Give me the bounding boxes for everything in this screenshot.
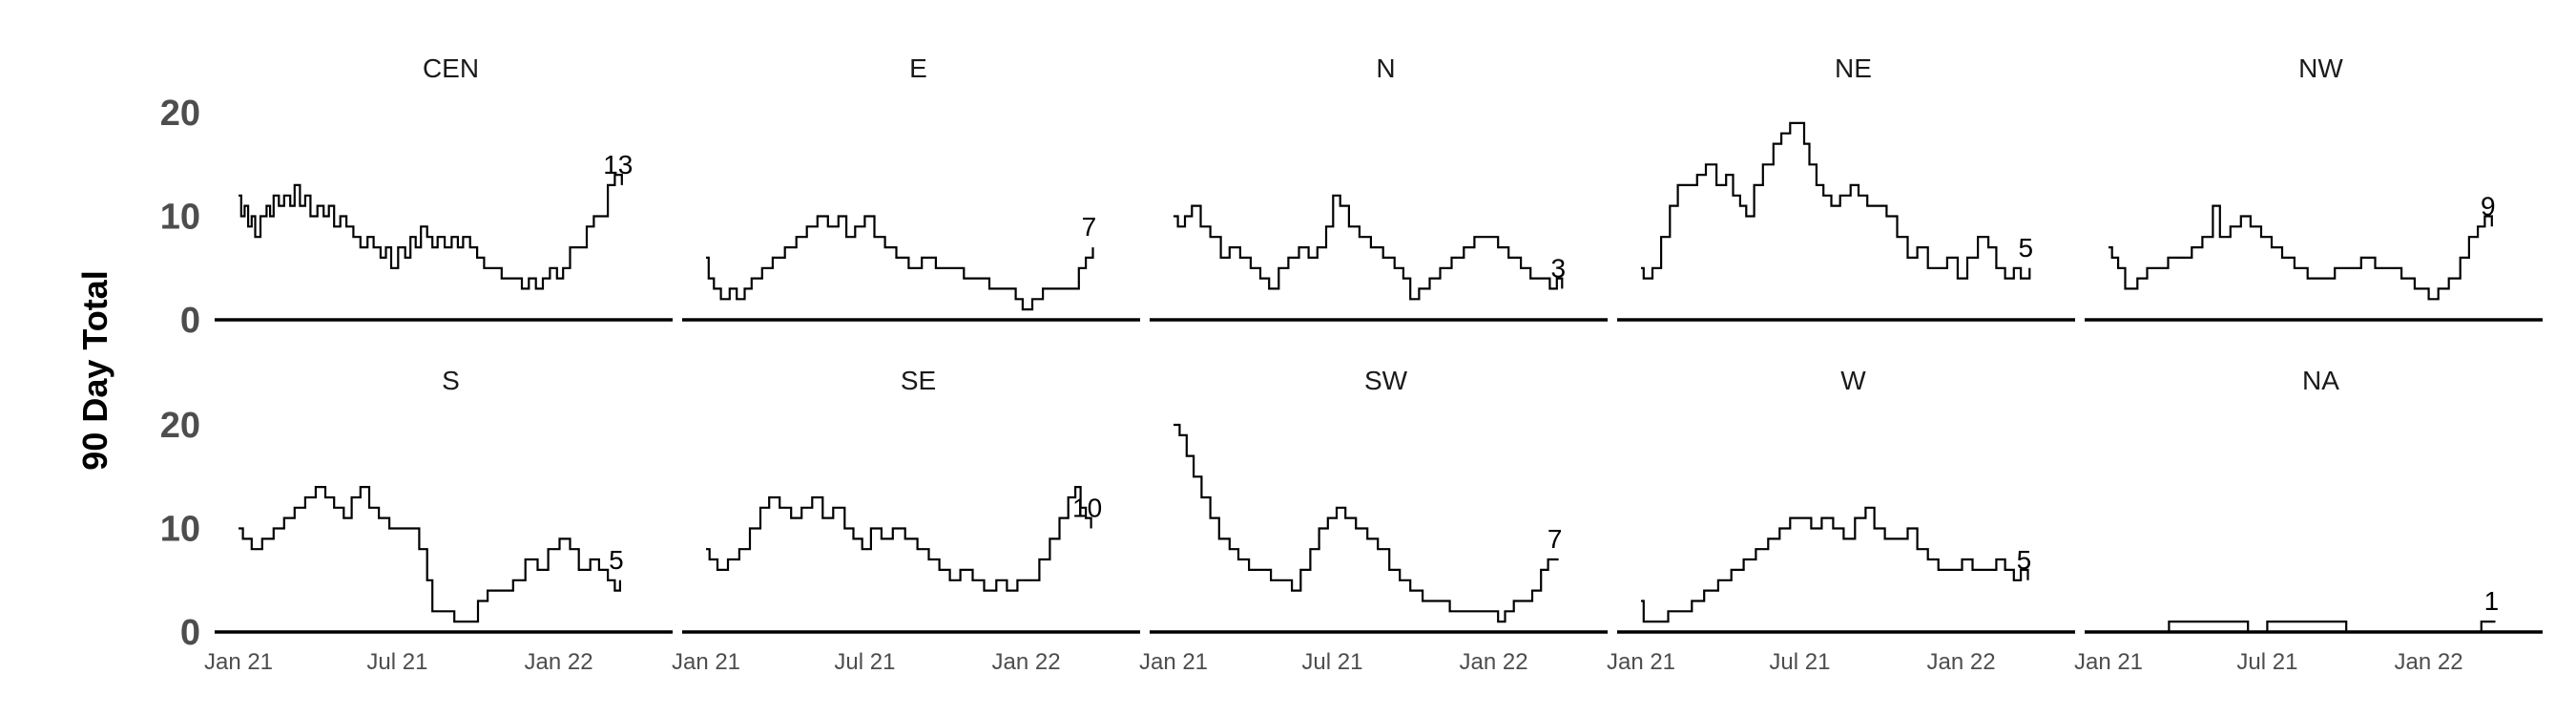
y-tick-label: 20 xyxy=(160,94,200,134)
x-tick-label: Jul 21 xyxy=(1301,649,1362,675)
series-line-w xyxy=(1641,506,2029,623)
x-tick-label: Jul 21 xyxy=(2236,649,2297,675)
x-tick-label: Jan 21 xyxy=(1607,649,1675,675)
end-value-label: 5 xyxy=(2017,545,2032,575)
x-tick-label: Jan 21 xyxy=(204,649,273,675)
chart-panels: CEN 13 0 10 20 E 7 N 3 NE 5 NW 9 S 5 0 10 20 Jan 21 Jul 21 J… xyxy=(160,53,2543,675)
panel-title: SW xyxy=(1364,366,1408,395)
x-tick-label: Jul 21 xyxy=(834,649,895,675)
panel-title: NW xyxy=(2298,53,2343,83)
series-line-cen xyxy=(239,174,623,290)
end-value-label: 7 xyxy=(1082,212,1097,242)
y-tick-label: 0 xyxy=(180,613,200,653)
x-tick-label: Jul 21 xyxy=(1769,649,1830,675)
end-value-label: 3 xyxy=(1551,253,1567,283)
x-tick-label: Jan 21 xyxy=(1139,649,1208,675)
series-line-se xyxy=(706,486,1092,592)
end-value-label: 1 xyxy=(2484,586,2500,616)
panel-title: NA xyxy=(2302,366,2339,395)
end-value-label: 9 xyxy=(2481,191,2496,221)
end-value-label: 13 xyxy=(603,150,633,179)
x-tick-label: Jul 21 xyxy=(366,649,427,675)
series-line-s xyxy=(239,486,621,623)
x-tick-label: Jan 22 xyxy=(525,649,593,675)
panel-title: N xyxy=(1376,53,1395,83)
x-tick-label: Jan 22 xyxy=(992,649,1061,675)
end-value-label: 5 xyxy=(609,545,624,575)
y-tick-label: 0 xyxy=(180,301,200,341)
panel-title: W xyxy=(1840,366,1866,395)
end-value-label: 10 xyxy=(1072,494,1102,523)
panel-title: E xyxy=(909,53,927,83)
series-line-ne xyxy=(1641,121,2031,280)
y-axis-label: 90 Day Total xyxy=(75,270,114,470)
panel-title: SE xyxy=(901,366,936,395)
panel-title: CEN xyxy=(423,53,479,83)
end-value-label: 5 xyxy=(2019,233,2034,263)
y-tick-label: 10 xyxy=(160,198,200,238)
y-tick-label: 20 xyxy=(160,406,200,446)
panel-title: NE xyxy=(1835,53,1872,83)
end-value-label: 7 xyxy=(1548,524,1563,554)
x-tick-label: Jan 21 xyxy=(2074,649,2143,675)
series-line-nw xyxy=(2109,204,2493,301)
y-tick-label: 10 xyxy=(160,510,200,550)
series-line-sw xyxy=(1174,423,1559,623)
series-line-na xyxy=(2109,621,2496,634)
panel-title: S xyxy=(442,366,460,395)
series-line-e xyxy=(706,215,1094,311)
series-line-n xyxy=(1174,194,1564,301)
x-tick-label: Jan 22 xyxy=(1460,649,1528,675)
x-tick-label: Jan 22 xyxy=(1927,649,1996,675)
x-tick-label: Jan 21 xyxy=(672,649,740,675)
x-tick-label: Jan 22 xyxy=(2395,649,2463,675)
